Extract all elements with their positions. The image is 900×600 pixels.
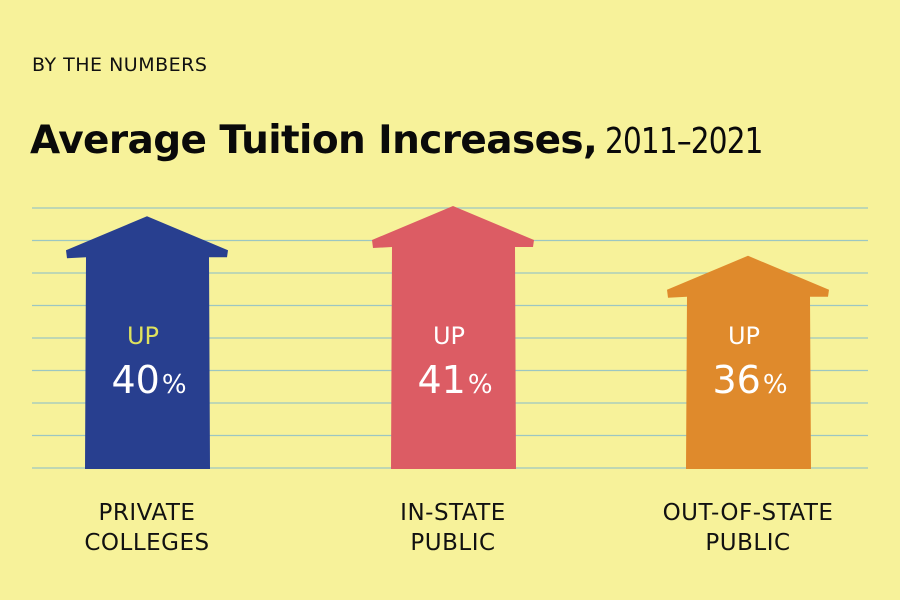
category-label: COLLEGES [84,530,209,556]
bar-arrow-3 [667,255,829,469]
value-prefix: UP [127,322,159,350]
title-range: 2011–2021 [605,121,763,162]
value-prefix: UP [433,322,465,350]
category-label: PUBLIC [410,530,495,556]
kicker: BY THE NUMBERS [32,54,208,76]
value-prefix: UP [728,322,760,350]
category-label: PRIVATE [99,500,196,526]
category-label: OUT-OF-STATE [663,500,834,526]
data-label: 40% [111,358,186,402]
data-label: 41% [417,358,492,402]
category-label: IN-STATE [400,500,506,526]
title-main: Average Tuition Increases, [30,118,598,163]
bar-arrow-2 [372,206,534,469]
data-label: 36% [712,358,787,402]
chart-title: Average Tuition Increases, 2011–2021 [30,118,797,163]
category-label: PUBLIC [705,530,790,556]
bar-arrow-1 [66,216,228,469]
